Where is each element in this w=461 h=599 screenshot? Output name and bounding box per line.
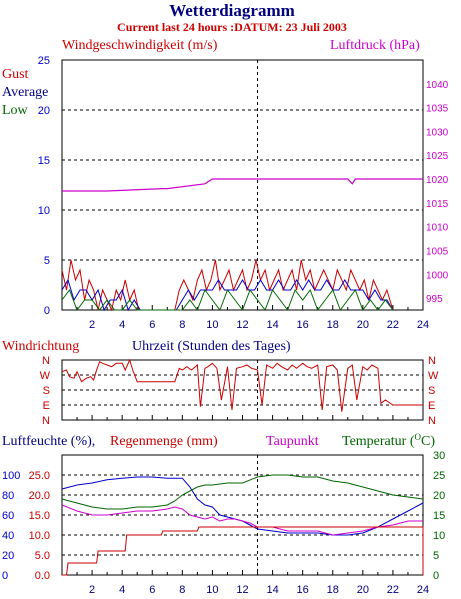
- time-axis-label: Uhrzeit (Stunden des Tages): [132, 339, 291, 354]
- wind-y-tick: 20: [38, 105, 50, 117]
- wind-x-tick-label: 10: [206, 319, 218, 331]
- direction-y-tick-left: S: [43, 385, 50, 397]
- temperature-y-tick: 20: [433, 490, 445, 502]
- humidity-x-tick-label: 6: [149, 584, 155, 596]
- wind-x-tick-label: 14: [266, 319, 278, 331]
- temperature-y-tick: 5: [433, 550, 439, 562]
- wind-x-tick-label: 6: [149, 319, 155, 331]
- pressure-y-tick: 1015: [426, 199, 449, 210]
- temperatur-series-line: [61, 474, 424, 510]
- wind-gust-series-line: [61, 259, 394, 312]
- rain-y-tick: 0.0: [35, 570, 50, 582]
- wind-x-tick-label: 8: [179, 319, 185, 331]
- humidity-x-tick-label: 12: [236, 584, 248, 596]
- humidity-y-tick: 60: [2, 510, 14, 522]
- wind-y-tick: 15: [38, 155, 50, 167]
- direction-y-tick-right: N: [428, 415, 436, 427]
- humidity-x-tick-label: 20: [357, 584, 369, 596]
- temperature-axis-label: Temperatur (OC): [342, 432, 435, 449]
- wind-y-tick: 5: [44, 255, 50, 267]
- humidity-y-tick: 20: [2, 550, 14, 562]
- legend-average: Average: [2, 85, 48, 100]
- humidity-x-tick-label: 4: [119, 584, 125, 596]
- humidity-x-tick-label: 14: [266, 584, 278, 596]
- wind-y-tick: 10: [38, 205, 50, 217]
- direction-y-tick-left: N: [42, 355, 50, 367]
- rain-y-tick: 20.0: [29, 490, 50, 502]
- wind-x-tick-label: 22: [387, 319, 399, 331]
- taupunkt-series-line: [61, 504, 423, 536]
- humidity-x-tick-label: 18: [327, 584, 339, 596]
- wind-x-tick-label: 24: [417, 319, 429, 331]
- rain-y-tick: 25.0: [29, 470, 50, 482]
- humidity-y-tick: 100: [2, 470, 20, 482]
- regenmenge-series-line: [62, 526, 424, 576]
- temperature-y-tick: 25: [433, 470, 445, 482]
- humidity-x-tick-label: 22: [387, 584, 399, 596]
- wind-y-tick: 25: [38, 55, 50, 67]
- pressure-y-tick: 1035: [426, 104, 449, 115]
- luftfeuchte-series-line: [61, 476, 424, 536]
- wind-x-tick-label: 4: [119, 319, 125, 331]
- pressure-y-tick: 1000: [426, 270, 449, 281]
- rain-y-tick: 15.0: [29, 510, 50, 522]
- direction-y-tick-right: N: [428, 355, 436, 367]
- rain-axis-label: Regenmenge (mm): [110, 434, 218, 449]
- humidity-y-tick: 0: [2, 570, 8, 582]
- pressure-series-line: [62, 178, 423, 192]
- wind-left-axis-label: Windgeschwindigkeit (m/s): [62, 38, 218, 53]
- wind-panel-frame: [61, 59, 424, 311]
- temperature-y-tick: 30: [433, 450, 445, 462]
- pressure-y-tick: 1025: [426, 151, 449, 162]
- humidity-axis-label: Luftfeuchte (%),: [2, 434, 95, 449]
- wind-x-tick-label: 2: [89, 319, 95, 331]
- pressure-y-tick: 1030: [426, 127, 449, 138]
- direction-y-tick-right: S: [428, 385, 435, 397]
- legend-gust: Gust: [2, 67, 29, 82]
- humidity-x-tick-label: 24: [417, 584, 429, 596]
- humidity-y-tick: 80: [2, 490, 14, 502]
- wind-x-tick-label: 12: [236, 319, 248, 331]
- chart-title: Wetterdiagramm: [169, 1, 295, 20]
- wind-x-tick-label: 16: [297, 319, 309, 331]
- rain-y-tick: 5.0: [35, 550, 50, 562]
- temperature-y-tick: 0: [433, 570, 439, 582]
- humidity-y-tick: 40: [2, 530, 14, 542]
- humidity-x-tick-label: 16: [297, 584, 309, 596]
- humidity-x-tick-label: 2: [89, 584, 95, 596]
- pressure-y-tick: 1005: [426, 246, 449, 257]
- pressure-y-tick: 1010: [426, 223, 449, 234]
- direction-y-tick-left: N: [42, 415, 50, 427]
- wind-y-tick: 0: [44, 305, 50, 317]
- wind-x-tick-label: 18: [327, 319, 339, 331]
- wind-x-tick-label: 20: [357, 319, 369, 331]
- direction-y-tick-right: W: [428, 370, 439, 382]
- legend-low: Low: [2, 103, 29, 118]
- direction-series-line: [61, 358, 423, 412]
- direction-y-tick-left: W: [40, 370, 51, 382]
- humidity-x-tick-label: 10: [206, 584, 218, 596]
- humidity-x-tick-label: 8: [179, 584, 185, 596]
- direction-y-tick-left: E: [43, 400, 50, 412]
- pressure-y-tick: 995: [426, 294, 443, 305]
- dewpoint-axis-label: Taupunkt: [266, 434, 319, 449]
- chart-subtitle: Current last 24 hours :DATUM: 23 Juli 20…: [117, 20, 347, 34]
- wind-right-axis-label: Luftdruck (hPa): [330, 38, 420, 53]
- direction-y-tick-right: E: [428, 400, 435, 412]
- pressure-y-tick: 1040: [426, 80, 449, 91]
- wind-average-series-line: [61, 278, 394, 312]
- direction-axis-label: Windrichtung: [2, 339, 79, 354]
- temperature-y-tick: 10: [433, 530, 445, 542]
- rain-y-tick: 10.0: [29, 530, 50, 542]
- wind-low-series-line: [61, 288, 394, 312]
- pressure-y-tick: 1020: [426, 175, 449, 186]
- temperature-y-tick: 15: [433, 510, 445, 522]
